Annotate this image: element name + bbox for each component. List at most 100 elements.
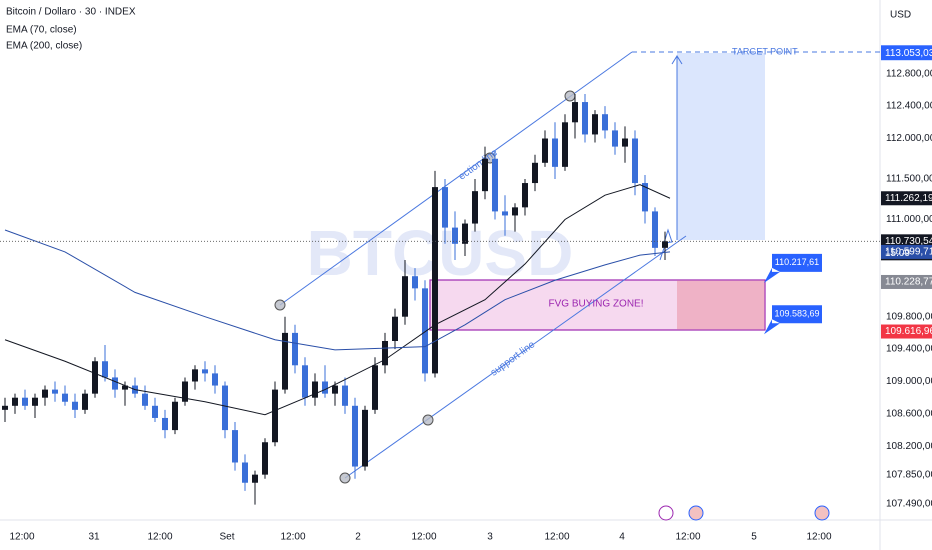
candle-body [52, 389, 58, 394]
event-icon[interactable] [688, 505, 704, 521]
candle-body [282, 332, 288, 390]
callout-label: 110.217,61 [775, 257, 819, 267]
candle-body [482, 158, 488, 192]
candle-body [272, 389, 278, 443]
candle-body [312, 381, 318, 398]
price-label: 111.262,19 [885, 193, 932, 204]
candle-body [32, 397, 38, 406]
candle-body [112, 377, 118, 390]
price-label: 110.599,71 [885, 247, 932, 258]
x-tick-label: 12:00 [806, 532, 831, 543]
candle-body [232, 430, 238, 463]
pivot [274, 299, 286, 311]
x-tick-label: 31 [88, 532, 100, 543]
candle-body [542, 138, 548, 163]
candle-body [432, 187, 438, 374]
y-tick-label: 109.000,00 [886, 376, 932, 387]
candle-body [632, 138, 638, 184]
x-tick-label: 4 [619, 532, 625, 543]
candle-body [362, 409, 368, 467]
candle-body [122, 385, 128, 390]
candle-body [42, 389, 48, 398]
candle-body [552, 138, 558, 167]
candle-body [92, 361, 98, 394]
candle-body [332, 385, 338, 394]
candle-body [72, 401, 78, 410]
y-tick-label: 111.500,00 [886, 174, 932, 185]
pivot [339, 472, 351, 484]
event-icon[interactable] [658, 505, 674, 521]
y-tick-label: 108.200,00 [886, 441, 932, 452]
candle-body [62, 393, 68, 402]
price-label-box [881, 324, 932, 339]
candle-body [202, 369, 208, 374]
candle-body [392, 316, 398, 341]
candle-body [212, 373, 218, 386]
candle-body [2, 405, 8, 410]
candle-body [172, 401, 178, 431]
watermark: BTCUSD [307, 217, 574, 289]
callout-label: 109.583,69 [774, 309, 819, 319]
candle-body [512, 207, 518, 216]
plot [2, 93, 671, 505]
candle-body [572, 102, 578, 123]
price-label-box [881, 274, 932, 289]
candle-body [152, 405, 158, 418]
legend-entry: EMA (70, close) [6, 25, 77, 36]
candle-body [162, 417, 168, 431]
candle-body [82, 393, 88, 410]
candle-body [402, 276, 408, 317]
x-tick-label: 3 [487, 532, 493, 543]
pivot [564, 90, 576, 102]
candle-body [302, 365, 308, 398]
legend-entry: EMA (200, close) [6, 41, 82, 52]
candle-body [662, 241, 668, 248]
price-label-box [881, 46, 932, 61]
candle-body [422, 288, 428, 374]
price-label: 110.228,77 [885, 277, 932, 288]
candle-body [222, 385, 228, 431]
chart-title: Bitcoin / Dollaro · 30 · INDEX [6, 7, 136, 18]
candle-body [22, 397, 28, 406]
countdown: 15:09 [885, 248, 910, 259]
price-label: 113.053,03 [885, 48, 932, 59]
y-tick-label: 109.800,00 [886, 311, 932, 322]
y-tick-label: 112.400,00 [886, 101, 932, 112]
candle-body [12, 397, 18, 406]
y-tick-label: 112.800,00 [886, 68, 932, 79]
candle-body [252, 474, 258, 483]
candle-body [652, 211, 658, 248]
x-tick-label: Set [219, 532, 234, 543]
candle-body [472, 191, 478, 224]
event-icon[interactable] [814, 505, 830, 521]
candle-body [372, 365, 378, 410]
x-tick-label: 12:00 [544, 532, 569, 543]
y-tick-label: 111.000,00 [886, 214, 932, 225]
y-tick-label: 112.000,00 [886, 133, 932, 144]
currency: USD [890, 10, 911, 21]
price-label-box [881, 244, 932, 259]
candle-body [142, 393, 148, 406]
x-tick-label: 12:00 [675, 532, 700, 543]
candle-body [452, 227, 458, 244]
candle-body [442, 187, 448, 228]
arrow-head [671, 55, 683, 65]
price-label: 110.730,54 [885, 236, 932, 247]
ema-line [4, 229, 671, 351]
candle-body [462, 223, 468, 244]
candle-body [592, 114, 598, 135]
price-label: 109.616,96 [885, 326, 932, 337]
candle-body [322, 381, 328, 394]
candle-body [612, 130, 618, 147]
price-label-box [881, 191, 932, 206]
candle-body [382, 340, 388, 366]
y-tick-label: 108.600,00 [886, 409, 932, 420]
candle-body [582, 102, 588, 135]
candle-body [492, 158, 498, 212]
fvg-zone-target [677, 280, 765, 330]
target-label: TARGET POINT [732, 46, 798, 56]
x-tick-label: 12:00 [9, 532, 34, 543]
candle-body [102, 361, 108, 378]
